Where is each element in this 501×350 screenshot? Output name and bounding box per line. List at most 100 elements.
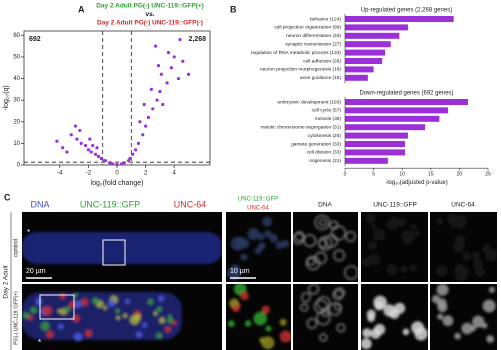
point <box>95 146 99 150</box>
channel-header: UNC-64 <box>174 199 207 209</box>
category-label: gamete generation (33) <box>291 141 341 147</box>
bar <box>345 115 440 122</box>
category-label: meiotic chromosome segregation (31) <box>260 124 341 130</box>
cell <box>334 287 346 299</box>
image-content <box>435 213 497 282</box>
cell <box>147 298 154 305</box>
cell <box>133 313 142 321</box>
cell <box>374 323 386 335</box>
cell <box>488 286 496 293</box>
cell <box>59 293 66 300</box>
point <box>88 137 92 141</box>
point <box>159 72 163 76</box>
point <box>86 148 90 152</box>
point <box>186 72 191 76</box>
cell <box>409 264 417 272</box>
bar <box>345 157 388 164</box>
point <box>119 162 123 166</box>
cell <box>396 217 407 227</box>
cell <box>306 317 318 329</box>
cell <box>474 266 486 278</box>
cell <box>172 320 178 326</box>
cell <box>264 230 272 238</box>
worm <box>22 232 222 264</box>
x-tick-label: 5 <box>372 172 375 178</box>
cell <box>84 329 93 338</box>
point <box>108 161 112 165</box>
point <box>154 44 158 48</box>
image-content <box>227 284 291 350</box>
cell <box>306 257 316 266</box>
panel-label: A <box>78 4 85 14</box>
cell <box>394 302 406 314</box>
category-label: neuron projection morphogenesis (18) <box>260 67 341 73</box>
chart-title: Day 2 Adult PG(-) UNC-119::GFP(-) <box>97 20 203 27</box>
x-tick-label: 0 <box>344 172 347 178</box>
point <box>55 139 59 143</box>
cell <box>436 265 448 277</box>
channel-header: UNC-64 <box>451 202 475 209</box>
cell <box>300 292 312 303</box>
cell <box>383 304 396 317</box>
cell <box>472 258 483 269</box>
row-label: PG(-) UNC-119::GFP(+) <box>13 291 19 345</box>
category-label: neuron differentiation (33) <box>286 33 341 39</box>
cell <box>279 318 287 326</box>
point <box>149 87 153 91</box>
cell <box>167 314 173 319</box>
x-tick-label: -2 <box>86 171 92 177</box>
cell <box>410 223 417 231</box>
point <box>142 102 146 107</box>
cell <box>462 251 472 261</box>
cell <box>486 335 495 343</box>
image-content <box>226 216 290 281</box>
cell <box>258 242 266 250</box>
cell <box>386 263 398 275</box>
cell <box>122 313 128 318</box>
cell <box>135 331 143 339</box>
cell <box>344 265 358 280</box>
point <box>83 143 88 148</box>
cell <box>437 302 448 313</box>
cell <box>314 214 331 231</box>
cell <box>330 225 347 241</box>
cell <box>401 230 415 244</box>
plot-frame <box>23 30 211 166</box>
cell <box>240 291 249 301</box>
point <box>138 120 142 124</box>
cell <box>411 321 425 335</box>
zoom-box <box>102 239 126 266</box>
cell <box>107 299 116 308</box>
cell <box>365 213 376 224</box>
annotation: 692 <box>29 36 41 43</box>
point <box>161 102 165 107</box>
point <box>146 115 151 120</box>
point <box>111 162 115 166</box>
cell <box>361 338 372 350</box>
cell <box>436 284 449 296</box>
cell <box>317 238 328 249</box>
channel-header: DNA <box>318 202 332 209</box>
stage-label: Day 2 Adult <box>3 265 10 298</box>
y-tick-label: 60 <box>13 33 20 39</box>
cell <box>42 305 52 316</box>
image-content <box>22 292 182 342</box>
point <box>176 76 181 81</box>
cell <box>332 289 344 301</box>
point <box>96 154 100 158</box>
image-content <box>22 232 222 264</box>
cell <box>158 317 166 324</box>
cell <box>402 328 410 336</box>
cell <box>240 253 248 261</box>
category-label: behavior (124) <box>310 16 341 22</box>
image-content <box>361 213 421 275</box>
y-axis-label: -log₁₀(q) <box>3 85 10 111</box>
point <box>156 63 161 68</box>
image-content <box>293 214 358 280</box>
cell <box>361 257 372 268</box>
category-label: oogenesis (21) <box>309 158 341 164</box>
bar <box>345 49 386 56</box>
x-tick-label: 10 <box>399 172 405 178</box>
cell <box>367 314 376 323</box>
bar <box>345 99 468 105</box>
